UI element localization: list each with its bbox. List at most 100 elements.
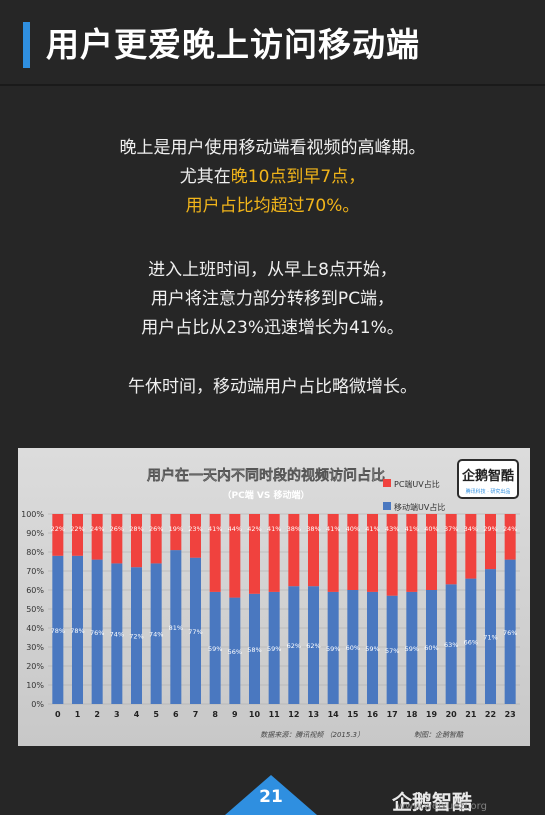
footer-brand: 企鹅智酷 xyxy=(392,790,472,814)
y-tick-label: 10% xyxy=(26,681,44,690)
bar-pc xyxy=(406,514,418,592)
bar-mobile xyxy=(248,593,261,704)
x-tick-label: 21 xyxy=(465,710,477,719)
y-tick-label: 30% xyxy=(26,643,44,652)
data-label-mobile: 81% xyxy=(169,624,183,632)
header-divider xyxy=(0,84,545,86)
bar-mobile xyxy=(209,591,221,704)
x-tick-label: 8 xyxy=(212,710,218,719)
data-label-pc: 22% xyxy=(70,525,84,533)
x-tick-label: 9 xyxy=(232,710,238,719)
paragraph-1-highlight: 晚10点到早7点， xyxy=(230,167,366,187)
data-label-pc: 41% xyxy=(365,525,379,533)
bar-mobile xyxy=(288,586,300,704)
legend-label-pc: PC端UV占比 xyxy=(394,479,440,489)
data-label-mobile: 59% xyxy=(208,645,222,653)
x-tick-label: 3 xyxy=(114,710,120,719)
data-label-mobile: 59% xyxy=(326,645,340,653)
x-tick-label: 12 xyxy=(288,710,299,719)
bar-pc xyxy=(386,514,398,596)
bar-pc xyxy=(484,514,497,570)
bar-pc xyxy=(347,514,359,590)
page-title: 用户更爱晚上访问移动端 xyxy=(46,25,420,64)
bar-pc xyxy=(229,514,241,598)
data-label-pc: 23% xyxy=(188,525,202,533)
data-label-mobile: 66% xyxy=(464,638,478,646)
x-tick-label: 1 xyxy=(75,710,81,719)
data-label-pc: 44% xyxy=(228,525,242,533)
data-label-pc: 24% xyxy=(90,525,104,533)
chart-grid xyxy=(48,513,520,705)
data-label-mobile: 57% xyxy=(385,647,399,655)
legend-swatch-mobile xyxy=(383,502,391,510)
chart-panel: 用户在一天内不同时段的视频访问占比 （PC端 VS 移动端） PC端UV占比 移… xyxy=(18,448,530,746)
page-number: 21 xyxy=(259,787,283,807)
data-label-pc: 29% xyxy=(483,525,497,533)
logo-subtext: 腾讯科技 · 研究出品 xyxy=(466,488,511,495)
chart-source: 数据来源：腾讯视频 （2015.3） xyxy=(260,731,364,739)
y-tick-label: 80% xyxy=(26,548,44,557)
x-tick-label: 22 xyxy=(485,710,496,719)
bar-mobile xyxy=(386,595,398,704)
bar-pc xyxy=(445,514,457,585)
data-label-pc: 43% xyxy=(385,525,399,533)
chart-bars: 22% 78% 22% 78% 24% 76% 26% 74% 28% 72% 26% 74% 19% 8… xyxy=(51,514,517,704)
bar-pc xyxy=(150,514,162,564)
bar-mobile xyxy=(484,569,497,704)
bar-pc xyxy=(465,514,477,579)
x-tick-label: 11 xyxy=(269,710,281,719)
bar-pc xyxy=(52,514,64,556)
bar-pc xyxy=(366,514,379,592)
y-tick-label: 40% xyxy=(26,624,44,633)
data-label-pc: 41% xyxy=(208,525,222,533)
logo-text: 企鹅智酷 xyxy=(461,468,514,484)
data-label-mobile: 62% xyxy=(287,642,301,650)
bar-mobile xyxy=(52,555,64,704)
bar-pc xyxy=(111,514,123,564)
bar-mobile xyxy=(170,550,182,704)
paragraph-3: 午休时间，移动端用户占比略微增长。 xyxy=(0,373,545,402)
bar-pc xyxy=(130,514,143,568)
x-tick-label: 14 xyxy=(328,710,340,719)
title-accent-bar xyxy=(23,22,30,68)
bar-mobile xyxy=(465,578,477,704)
paragraph-2: 进入上班时间，从早上8点开始， 用户将注意力部分转移到PC端， 用户占比从23%… xyxy=(0,256,545,343)
data-label-pc: 34% xyxy=(464,525,478,533)
paragraph-1-line-2-prefix: 尤其在 xyxy=(179,167,231,187)
bar-mobile xyxy=(189,557,202,704)
paragraph-3-line-1: 午休时间，移动端用户占比略微增长。 xyxy=(128,377,417,397)
data-label-pc: 19% xyxy=(169,525,183,533)
bar-pc xyxy=(91,514,103,560)
x-tick-label: 19 xyxy=(426,710,438,719)
stacked-bar-chart: 用户在一天内不同时段的视频访问占比 （PC端 VS 移动端） PC端UV占比 移… xyxy=(21,459,520,739)
data-label-pc: 38% xyxy=(306,525,320,533)
x-tick-label: 7 xyxy=(193,710,199,719)
data-label-pc: 24% xyxy=(503,525,517,533)
bar-mobile xyxy=(406,591,418,704)
bar-mobile xyxy=(445,584,457,704)
bar-pc xyxy=(504,514,516,560)
x-tick-label: 10 xyxy=(249,710,261,719)
bar-mobile xyxy=(504,559,516,704)
data-label-pc: 41% xyxy=(267,525,281,533)
chart-subtitle: （PC端 VS 移动端） xyxy=(223,489,310,501)
data-label-mobile: 63% xyxy=(444,641,458,649)
bar-mobile xyxy=(425,590,438,704)
chart-producer: 制图：企鹅智酷 xyxy=(414,731,464,739)
x-tick-label: 5 xyxy=(153,710,159,719)
data-label-mobile: 77% xyxy=(188,628,202,636)
data-label-mobile: 62% xyxy=(306,642,320,650)
page-number-badge xyxy=(225,775,317,815)
x-tick-label: 2 xyxy=(94,710,100,719)
bar-pc xyxy=(327,514,339,592)
x-tick-label: 17 xyxy=(387,710,398,719)
data-label-mobile: 78% xyxy=(70,627,84,635)
data-label-pc: 26% xyxy=(149,525,163,533)
bar-pc xyxy=(268,514,280,592)
bar-mobile xyxy=(150,563,162,704)
data-label-pc: 41% xyxy=(405,525,419,533)
y-axis: 0% 10% 20% 30% 40% 50% 60% 70% 80% 90% 100% xyxy=(21,510,44,709)
x-tick-label: 0 xyxy=(55,710,61,719)
paragraph-1-line-1: 晚上是用户使用移动端看视频的高峰期。 xyxy=(119,138,426,158)
bar-mobile xyxy=(366,591,379,704)
